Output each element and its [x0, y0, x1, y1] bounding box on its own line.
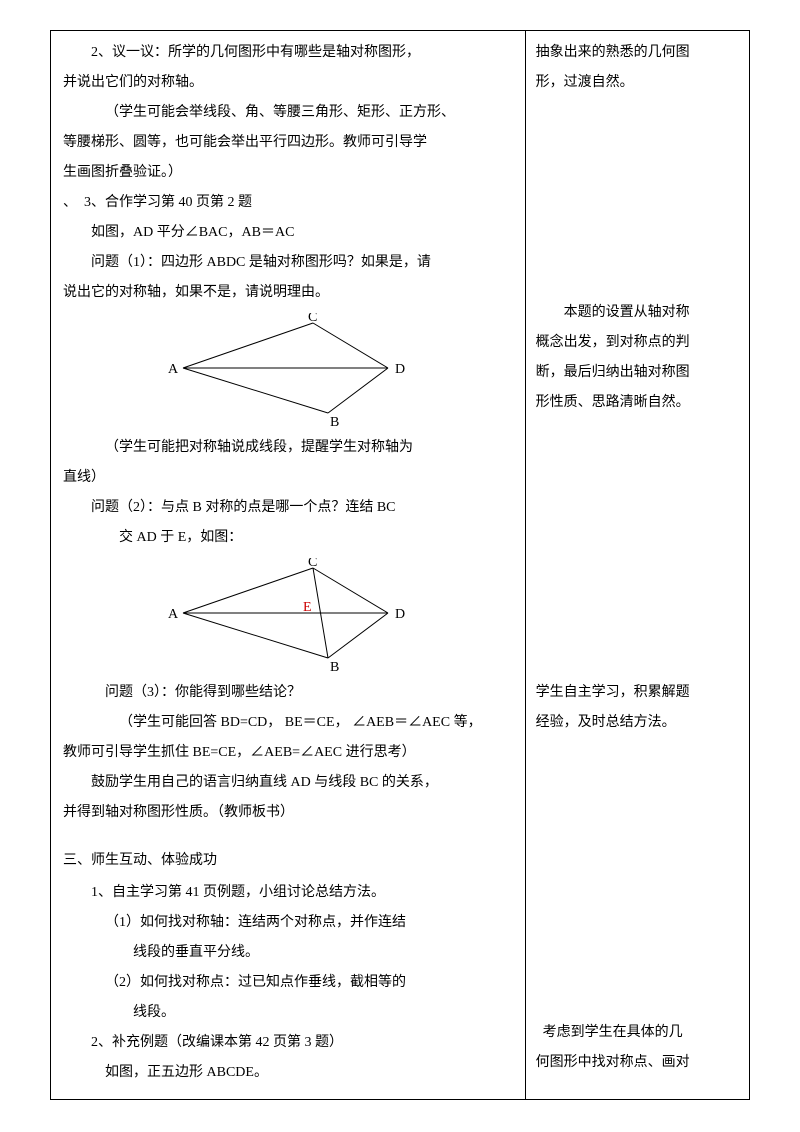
page-table: 2、议一议：所学的几何图形中有哪些是轴对称图形， 并说出它们的对称轴。 （学生可… — [50, 30, 750, 1100]
text-line: 等腰梯形、圆等，也可能会举出平行四边形。教师可引导学 — [63, 129, 513, 157]
label-b: B — [330, 660, 339, 673]
text-line: 线段的垂直平分线。 — [63, 939, 513, 967]
left-column: 2、议一议：所学的几何图形中有哪些是轴对称图形， 并说出它们的对称轴。 （学生可… — [51, 31, 526, 1099]
label-a: A — [168, 362, 179, 377]
text-line: （学生可能把对称轴说成线段，提醒学生对称轴为 — [63, 434, 513, 462]
label-d: D — [395, 607, 405, 622]
text-line: 线段。 — [63, 999, 513, 1027]
comment-line: 概念出发，到对称点的判 — [536, 329, 739, 357]
label-c: C — [308, 558, 317, 570]
text-line: （学生可能回答 BD=CD， BE＝CE， ∠AEB＝∠AEC 等， — [63, 709, 513, 737]
diagram-1: A B C D — [63, 313, 513, 428]
text-line: （学生可能会举线段、角、等腰三角形、矩形、正方形、 — [63, 99, 513, 127]
comment-line: 形性质、思路清晰自然。 — [536, 389, 739, 417]
text-line: 生画图折叠验证。） — [63, 159, 513, 187]
label-e: E — [303, 600, 312, 615]
comment-line: 何图形中找对称点、画对 — [536, 1049, 739, 1077]
text-line: 、 3、合作学习第 40 页第 2 题 — [63, 189, 513, 217]
diagram-2: A B C D E — [63, 558, 513, 673]
label-a: A — [168, 607, 179, 622]
kite-diagram-1: A B C D — [153, 313, 423, 428]
text-line: （2）如何找对称点：过已知点作垂线，截相等的 — [63, 969, 513, 997]
text-line: 2、议一议：所学的几何图形中有哪些是轴对称图形， — [63, 39, 513, 67]
text-line: 并说出它们的对称轴。 — [63, 69, 513, 97]
text-line: 问题（3）：你能得到哪些结论？ — [63, 679, 513, 707]
text-line: 教师可引导学生抓住 BE=CE，∠AEB=∠AEC 进行思考） — [63, 739, 513, 767]
comment-line: 考虑到学生在具体的几 — [536, 1019, 739, 1047]
comment-line: 断，最后归纳出轴对称图 — [536, 359, 739, 387]
label-d: D — [395, 362, 405, 377]
text-line: 直线） — [63, 464, 513, 492]
text-line: 如图，AD 平分∠BAC，AB＝AC — [63, 219, 513, 247]
kite-diagram-2: A B C D E — [153, 558, 423, 673]
label-b: B — [330, 415, 339, 428]
text-line: 2、补充例题（改编课本第 42 页第 3 题） — [63, 1029, 513, 1057]
comment-line: 学生自主学习，积累解题 — [536, 679, 739, 707]
comment-line: 形，过渡自然。 — [536, 69, 739, 97]
comment-line: 抽象出来的熟悉的几何图 — [536, 39, 739, 67]
text-line: 说出它的对称轴，如果不是，请说明理由。 — [63, 279, 513, 307]
text-line: 鼓励学生用自己的语言归纳直线 AD 与线段 BC 的关系， — [63, 769, 513, 797]
comment-line: 本题的设置从轴对称 — [536, 299, 739, 327]
text-line: 如图，正五边形 ABCDE。 — [63, 1059, 513, 1087]
comment-line: 经验，及时总结方法。 — [536, 709, 739, 737]
text-line: 1、自主学习第 41 页例题，小组讨论总结方法。 — [63, 879, 513, 907]
label-c: C — [308, 313, 317, 325]
text-line: 问题（1）：四边形 ABDC 是轴对称图形吗？如果是，请 — [63, 249, 513, 277]
text-line: 并得到轴对称图形性质。（教师板书） — [63, 799, 513, 827]
text-line: 交 AD 于 E，如图： — [63, 524, 513, 552]
section-heading-3: 三、师生互动、体验成功 — [63, 847, 513, 875]
text-line: （1）如何找对称轴：连结两个对称点，并作连结 — [63, 909, 513, 937]
text-line: 问题（2）：与点 B 对称的点是哪一个点？连结 BC — [63, 494, 513, 522]
right-column: 抽象出来的熟悉的几何图 形，过渡自然。 本题的设置从轴对称 概念出发，到对称点的… — [526, 31, 749, 1099]
